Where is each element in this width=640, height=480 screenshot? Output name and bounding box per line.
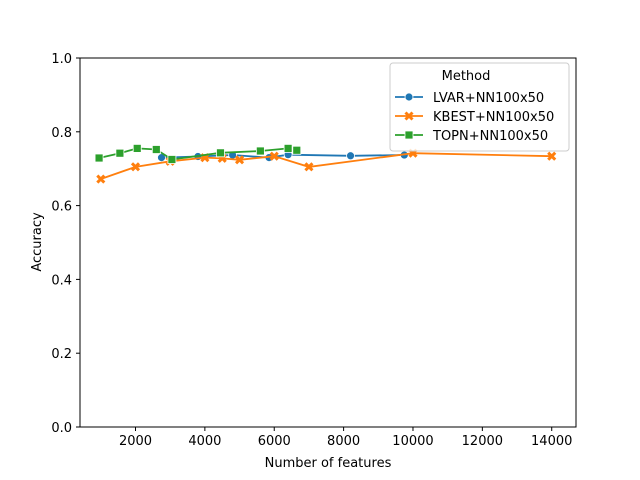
data-point — [404, 130, 414, 140]
x-tick-label: 8000 — [327, 434, 360, 449]
data-point — [283, 144, 293, 153]
data-point — [115, 148, 125, 158]
y-tick-label: 0.4 — [51, 273, 72, 288]
data-point — [304, 162, 314, 172]
y-tick-label: 1.0 — [51, 52, 72, 67]
legend-label: KBEST+NN100x50 — [433, 110, 554, 125]
series-square — [94, 144, 302, 164]
x-tick-label: 12000 — [462, 434, 503, 449]
x-tick-label: 6000 — [258, 434, 291, 449]
data-point — [167, 155, 177, 164]
data-point — [346, 151, 355, 161]
data-point — [404, 111, 414, 121]
legend-label: LVAR+NN100x50 — [433, 91, 544, 106]
plot-frame — [79, 57, 577, 428]
data-point — [151, 145, 161, 154]
data-point — [547, 151, 557, 161]
series-layer — [94, 144, 557, 184]
data-point — [255, 146, 265, 156]
data-point — [292, 145, 302, 155]
legend-entry: KBEST+NN100x50 — [395, 110, 554, 125]
y-tick-label: 0.2 — [51, 347, 72, 362]
legend-entry: LVAR+NN100x50 — [395, 91, 544, 106]
data-point — [94, 153, 104, 163]
data-point — [130, 162, 141, 172]
data-point — [234, 155, 245, 165]
legend-entry: TOPN+NN100x50 — [395, 129, 548, 144]
x-tick-label: 10000 — [392, 434, 433, 449]
series-line — [100, 152, 552, 180]
y-tick-label: 0.8 — [51, 126, 72, 141]
data-point — [132, 144, 142, 153]
data-point — [404, 92, 414, 102]
x-axis-label: Number of features — [265, 456, 392, 471]
x-tick-label: 2000 — [119, 434, 152, 449]
legend: Method LVAR+NN100x50 KBEST+NN100x50 TOPN+N… — [389, 62, 570, 152]
data-point — [216, 148, 225, 158]
y-tick-label: 0.6 — [51, 200, 72, 215]
data-point — [269, 151, 279, 161]
legend-entries: LVAR+NN100x50 KBEST+NN100x50 TOPN+NN100x50 — [395, 91, 554, 144]
x-tick-label: 14000 — [531, 434, 572, 449]
legend-frame — [389, 62, 570, 152]
legend-label: TOPN+NN100x50 — [432, 129, 548, 144]
y-tick-label: 0.0 — [51, 421, 72, 436]
data-point — [96, 174, 106, 184]
y-axis-label: Accuracy — [30, 212, 45, 272]
legend-title: Method — [442, 69, 491, 84]
x-tick-label: 4000 — [188, 434, 221, 449]
axes-layer: 2000 4000 6000 8000 10000 12000 14000 0.0 0.2 0.4… — [51, 52, 577, 449]
